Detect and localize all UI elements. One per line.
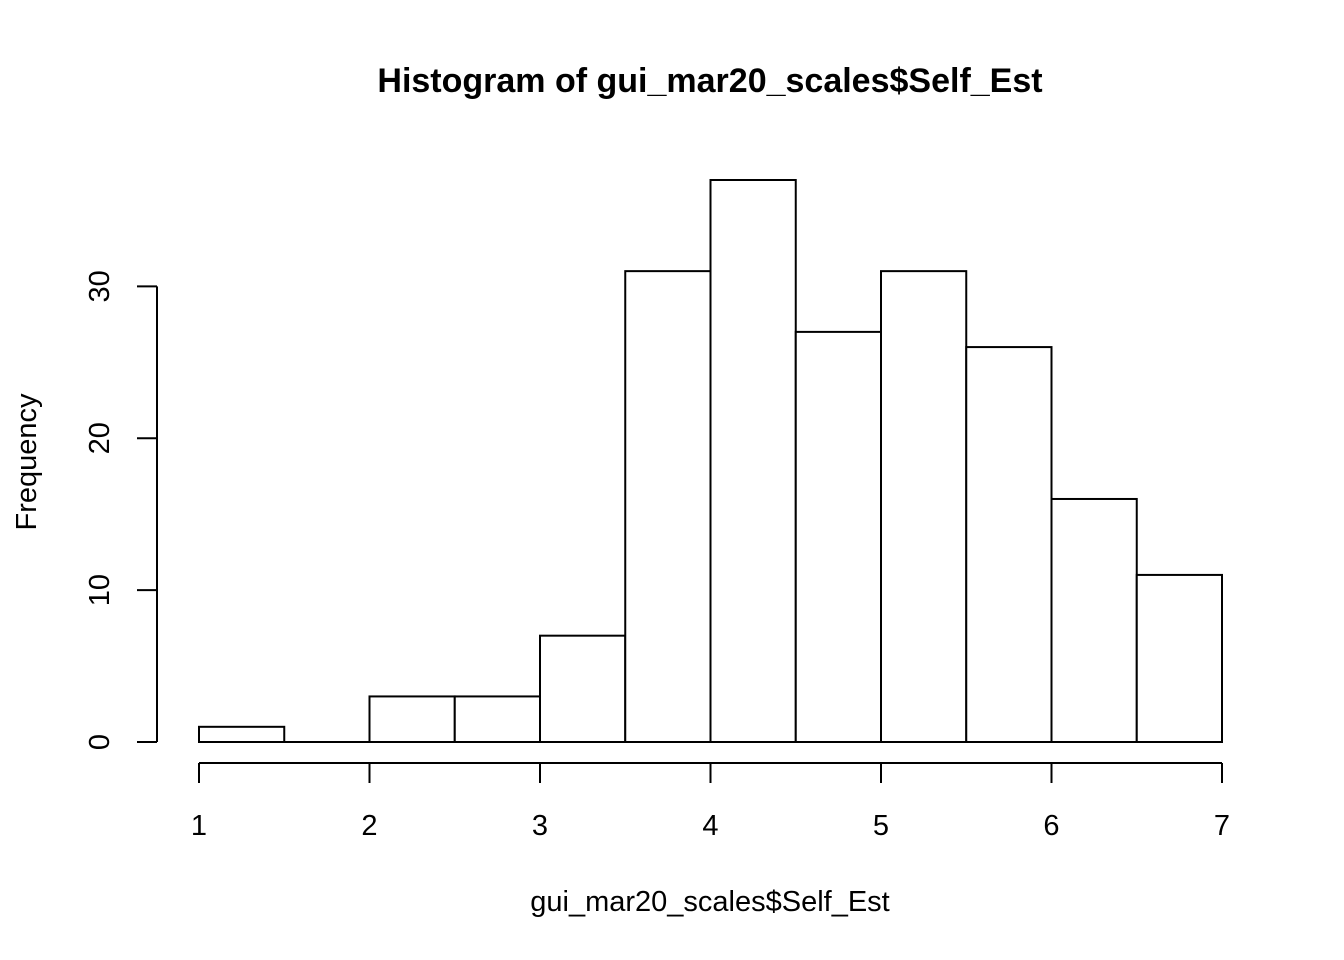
y-tick-label: 10 xyxy=(84,574,116,606)
bars-group xyxy=(198,179,1223,744)
histogram-bar xyxy=(1050,497,1138,743)
histogram-bar xyxy=(368,695,456,743)
histogram-bar xyxy=(880,270,968,743)
x-tick-label: 1 xyxy=(191,810,207,842)
histogram-bar xyxy=(453,695,541,743)
histogram-bar xyxy=(709,179,797,743)
chart-title: Histogram of gui_mar20_scales$Self_Est xyxy=(377,62,1042,100)
y-axis-label: Frequency xyxy=(11,393,43,531)
y-tick-label: 0 xyxy=(84,734,116,750)
x-axis: 1 2 3 4 5 6 7 xyxy=(191,762,1230,842)
x-tick-label: 2 xyxy=(361,810,377,842)
x-tick-label: 3 xyxy=(532,810,548,842)
histogram-bar xyxy=(1135,573,1223,744)
y-axis: 0 10 20 30 xyxy=(84,270,158,750)
x-axis-label: gui_mar20_scales$Self_Est xyxy=(530,886,889,918)
x-tick-label: 7 xyxy=(1214,810,1230,842)
histogram-bar xyxy=(624,270,712,743)
x-tick-label: 6 xyxy=(1043,810,1059,842)
histogram-bar xyxy=(539,634,627,743)
histogram-bar xyxy=(965,346,1053,743)
y-tick-label: 20 xyxy=(84,422,116,454)
y-tick-label: 30 xyxy=(84,270,116,302)
x-tick-label: 4 xyxy=(702,810,718,842)
x-tick-label: 5 xyxy=(873,810,889,842)
histogram-bar xyxy=(794,330,882,743)
histogram-bar xyxy=(198,725,286,743)
